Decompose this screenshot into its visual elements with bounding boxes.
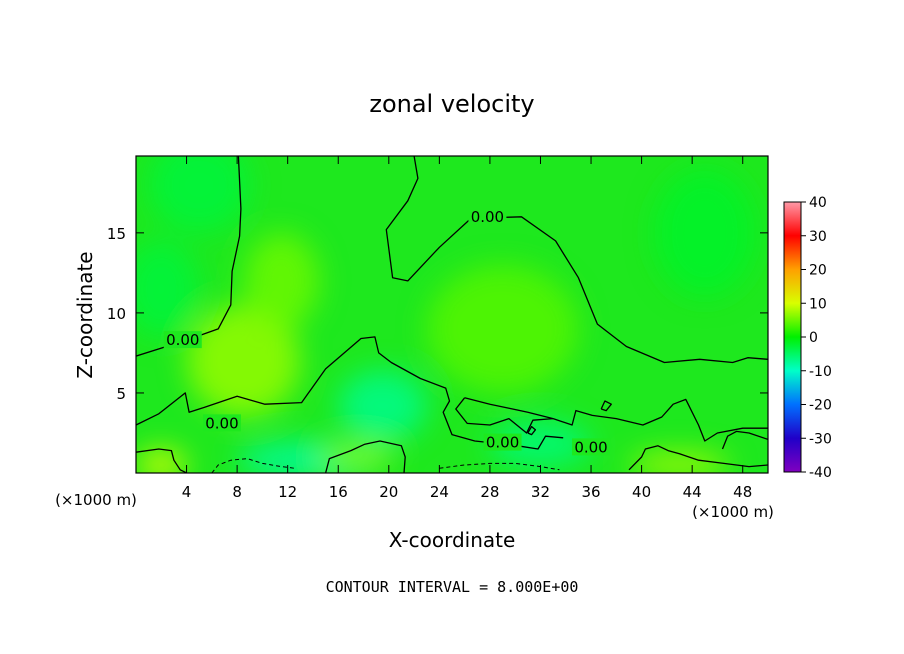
contour-label: 0.00: [166, 331, 199, 349]
contour-zero: [455, 397, 554, 434]
contour-zero: [628, 445, 768, 471]
y-tick-label: 15: [107, 225, 126, 243]
x-tick-label: 4: [182, 483, 192, 501]
x-tick-label: 28: [480, 483, 499, 501]
contour-zero: [527, 425, 537, 436]
x-tick-label: 36: [581, 483, 600, 501]
y-tick-label: 5: [116, 385, 126, 403]
x-tick-label: 44: [683, 483, 702, 501]
contour-zero: [136, 448, 187, 473]
colorbar-tick-label: 40: [809, 195, 827, 211]
colorbar-tick-label: 20: [809, 263, 827, 279]
field-blob: [148, 156, 250, 233]
contour-label-bg: [483, 433, 522, 451]
field-blob: [136, 448, 187, 473]
field-blob: [319, 442, 396, 472]
colorbar-ticks: 40 30 20 10 0 -10 -20 -30 -40: [801, 195, 832, 481]
field-blob: [186, 304, 301, 417]
colorbar-tick-label: -10: [809, 364, 832, 380]
contour-negative: [439, 462, 560, 471]
contour-label-bg: [202, 414, 241, 432]
y-axis-label: Z-coordinate: [73, 251, 97, 378]
colorbar-tick-label: -30: [809, 431, 832, 447]
contour-label: 0.00: [205, 414, 238, 432]
contour-label-bg: [163, 331, 202, 349]
x-tick-label: 40: [632, 483, 651, 501]
contour-zero: [324, 440, 406, 473]
x-tick-label: 32: [531, 483, 550, 501]
field-blob: [338, 370, 427, 441]
x-tick-label: 16: [329, 483, 348, 501]
colorbar-tick-label: -20: [809, 398, 832, 414]
x-tick-label: 8: [232, 483, 242, 501]
contour-label: 0.00: [486, 434, 519, 452]
color-field: [136, 156, 756, 473]
x-tick-label: 24: [430, 483, 449, 501]
x-tick-label: 12: [278, 483, 297, 501]
field-blob: [426, 264, 579, 393]
colorbar-tick-label: 30: [809, 229, 827, 245]
x-tick-label: 20: [379, 483, 398, 501]
field-blob: [136, 240, 200, 337]
contour-label-bg: [572, 438, 611, 456]
contour-zero: [385, 156, 768, 364]
x-axis-label: X-coordinate: [389, 528, 516, 552]
contour-label-bg: [468, 207, 507, 225]
contour-label: 0.00: [574, 438, 607, 456]
colorbar: [783, 201, 802, 473]
field-blob: [243, 232, 320, 329]
y-tick-label: 10: [107, 305, 126, 323]
field-blob: [654, 168, 756, 297]
colorbar-tick-label: 10: [809, 296, 827, 312]
contour-zero: [600, 400, 612, 412]
plot-frame: [135, 155, 769, 474]
colorbar-tick-label: -40: [809, 465, 832, 481]
contour-interval-note: CONTOUR INTERVAL = 8.000E+00: [326, 578, 579, 596]
contour-labels: 0.00 0.00 0.00 0.00 0.00: [163, 207, 611, 456]
contour-label: 0.00: [471, 208, 504, 226]
contour-negative: [211, 458, 295, 473]
x-axis: 4 8 12 16 20 24 28 32 36 40 44 48: [182, 156, 752, 501]
contour-zero: [721, 430, 768, 450]
x-units-left: (×1000 m): [55, 491, 137, 509]
colorbar-tick-label: 0: [809, 330, 818, 346]
y-axis: 5 10 15: [107, 225, 768, 403]
x-units-right: (×1000 m): [692, 503, 774, 521]
field-blob: [628, 452, 731, 473]
chart-title: zonal velocity: [369, 90, 534, 118]
contour-zero: [464, 397, 768, 442]
x-tick-label: 48: [733, 483, 752, 501]
